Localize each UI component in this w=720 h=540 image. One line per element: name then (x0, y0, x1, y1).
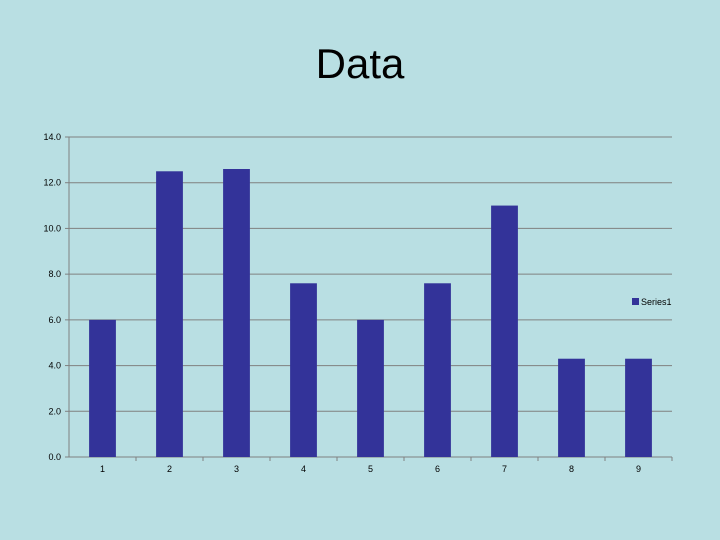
x-tick-label: 3 (234, 464, 239, 474)
bars (89, 169, 652, 458)
y-tick-label: 8.0 (48, 269, 61, 279)
chart-title: Data (315, 40, 405, 87)
y-tick-label: 0.0 (48, 452, 61, 462)
bar-3 (223, 169, 250, 457)
x-tick-label: 2 (167, 464, 172, 474)
y-tick-label: 2.0 (48, 406, 61, 416)
x-tick-label: 4 (301, 464, 306, 474)
legend-label: Series1 (641, 297, 672, 307)
legend-swatch (632, 298, 639, 305)
bar-1 (89, 319, 116, 457)
x-tick-label: 6 (435, 464, 440, 474)
x-tick-label: 5 (368, 464, 373, 474)
x-tick-label: 8 (569, 464, 574, 474)
x-tick-label: 1 (100, 464, 105, 474)
legend: Series1 (632, 297, 672, 307)
x-tick-label: 7 (502, 464, 507, 474)
y-tick-label: 4.0 (48, 361, 61, 371)
y-tick-label: 10.0 (43, 223, 61, 233)
y-axis: 0.0 2.0 4.0 6.0 8.0 10.0 12.0 14.0 (43, 132, 70, 462)
bar-6 (424, 283, 451, 457)
bar-8 (558, 358, 585, 457)
bar-7 (491, 205, 518, 457)
bar-9 (625, 358, 652, 457)
x-tick-label: 9 (636, 464, 641, 474)
bar-5 (357, 319, 384, 457)
y-tick-label: 12.0 (43, 178, 61, 188)
y-tick-label: 14.0 (43, 132, 61, 142)
x-axis: 1 2 3 4 5 6 7 8 9 (69, 456, 673, 474)
bar-4 (290, 283, 317, 457)
bar-2 (156, 171, 183, 458)
y-tick-label: 6.0 (48, 315, 61, 325)
